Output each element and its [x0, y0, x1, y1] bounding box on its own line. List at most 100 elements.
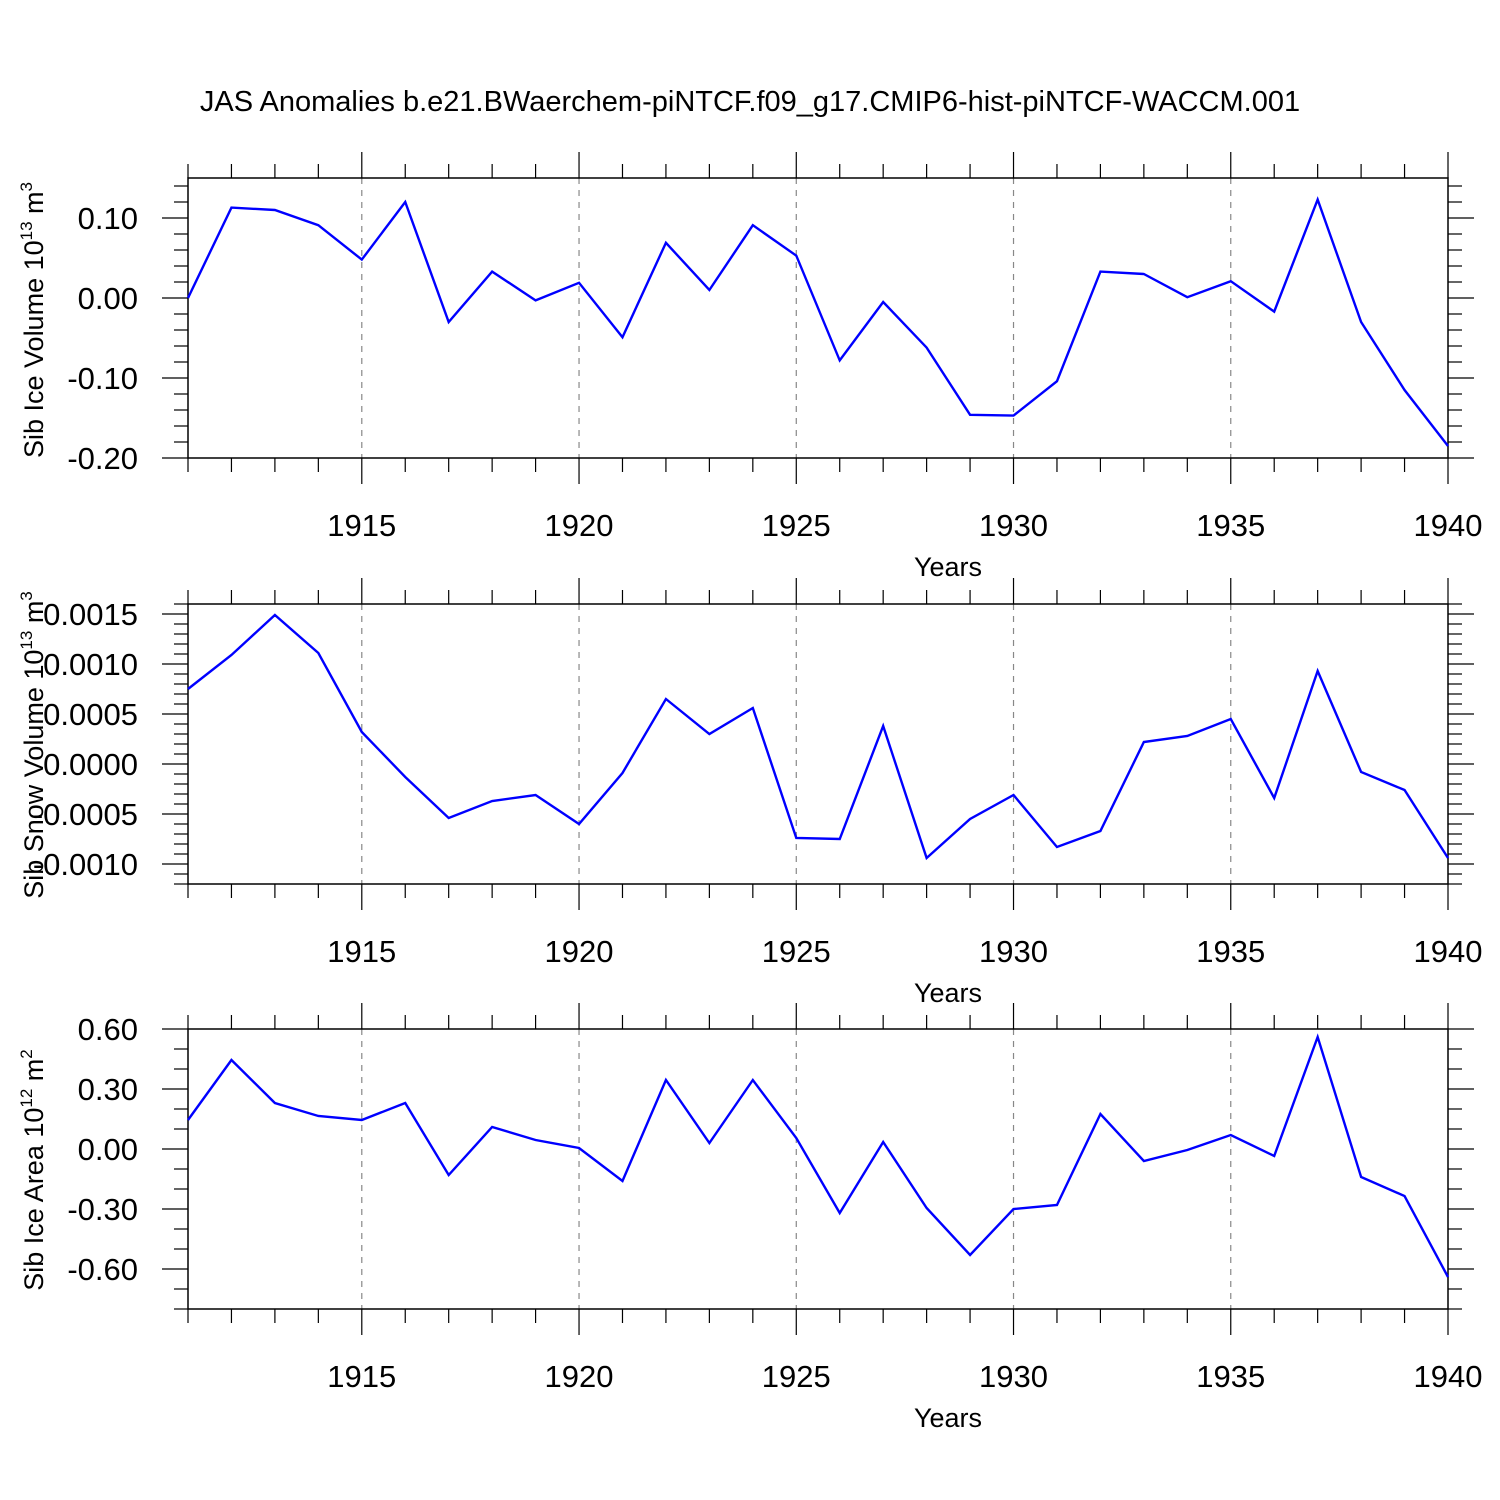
data-point: [1098, 829, 1102, 833]
data-point: [360, 258, 364, 262]
data-point: [447, 816, 451, 820]
x-tick-label: 1935: [1196, 1359, 1265, 1394]
data-point: [1142, 740, 1146, 744]
data-point: [316, 651, 320, 655]
y-tick-label: 0.0005: [43, 697, 138, 732]
data-point: [186, 687, 190, 691]
data-point: [1229, 1133, 1233, 1137]
series-line: [187, 1033, 1450, 1278]
data-point: [1446, 1275, 1450, 1279]
data-point: [1359, 1175, 1363, 1179]
data-point: [968, 1253, 972, 1257]
data-point: [534, 1138, 538, 1142]
data-point: [1229, 717, 1233, 721]
data-point: [968, 413, 972, 417]
x-tick-label: 1920: [545, 934, 614, 969]
y-tick-label: -0.10: [67, 361, 138, 396]
data-point: [1012, 414, 1016, 418]
data-point: [751, 1078, 755, 1082]
x-tick-label: 1915: [327, 1359, 396, 1394]
data-point: [1403, 1194, 1407, 1198]
y-tick-label: 0.00: [78, 1132, 138, 1167]
x-tick-label: 1920: [545, 508, 614, 543]
data-point: [664, 1078, 668, 1082]
data-point: [664, 697, 668, 701]
data-point: [751, 706, 755, 710]
x-axis-label: Years: [914, 978, 982, 1008]
chart-panel-3: -0.60 -0.30 0.00 0.30 0.60 1915 1920 1925 1930 19…: [17, 1003, 1482, 1433]
data-point: [1098, 270, 1102, 274]
data-point: [273, 613, 277, 617]
x-axis-label: Years: [914, 552, 982, 582]
x-axis-label: Years: [914, 1403, 982, 1433]
data-point: [925, 856, 929, 860]
data-point: [1446, 856, 1450, 860]
chart-title: JAS Anomalies b.e21.BWaerchem-piNTCF.f09…: [199, 86, 1301, 118]
chart-panel-2: -0.0010 -0.0005 0.0000 0.0005 0.0010 0.0015 19…: [17, 578, 1482, 1008]
data-point: [968, 817, 972, 821]
x-tick-label: 1925: [762, 1359, 831, 1394]
data-point: [403, 1101, 407, 1105]
y-tick-label: -0.20: [67, 441, 138, 476]
data-point: [1316, 669, 1320, 673]
data-point: [925, 346, 929, 350]
data-point: [620, 335, 624, 339]
data-point: [794, 836, 798, 840]
data-point: [1142, 272, 1146, 276]
data-point: [707, 1141, 711, 1145]
data-point: [881, 1140, 885, 1144]
data-point: [577, 1146, 581, 1150]
data-point: [1055, 379, 1059, 383]
data-point: [229, 653, 233, 657]
data-point: [925, 1206, 929, 1210]
data-point: [620, 771, 624, 775]
data-point: [1272, 796, 1276, 800]
data-point: [534, 298, 538, 302]
data-point: [1359, 770, 1363, 774]
data-point: [1055, 1203, 1059, 1207]
data-point: [794, 1136, 798, 1140]
data-point: [316, 1114, 320, 1118]
x-tick-label: 1915: [327, 508, 396, 543]
x-tick-label: 1920: [545, 1359, 614, 1394]
data-point: [360, 1118, 364, 1122]
data-point: [403, 200, 407, 204]
data-point: [229, 206, 233, 210]
x-tick-label: 1940: [1414, 934, 1483, 969]
data-point: [664, 241, 668, 245]
data-point: [577, 281, 581, 285]
x-tick-label: 1915: [327, 934, 396, 969]
data-point: [707, 288, 711, 292]
data-point: [186, 1118, 190, 1122]
y-tick-label: -0.60: [67, 1252, 138, 1287]
y-tick-label: 0.10: [78, 201, 138, 236]
chart-panel-1: -0.20 -0.10 0.00 0.10 1915 1920 1925 1930 1935 19…: [17, 152, 1482, 582]
data-point: [1446, 444, 1450, 448]
data-point: [273, 1101, 277, 1105]
x-tick-label: 1925: [762, 508, 831, 543]
y-tick-label: 0.30: [78, 1072, 138, 1107]
x-tick-label: 1935: [1196, 508, 1265, 543]
data-point: [1142, 1159, 1146, 1163]
data-point: [490, 799, 494, 803]
data-point: [838, 837, 842, 841]
y-tick-label: 0.0015: [43, 597, 138, 632]
data-point: [447, 1173, 451, 1177]
y-tick-label: 0.0010: [43, 647, 138, 682]
data-point: [1055, 845, 1059, 849]
data-point: [838, 358, 842, 362]
data-point: [838, 1211, 842, 1215]
data-point: [316, 223, 320, 227]
data-point: [1316, 1035, 1320, 1039]
y-axis-label: Sib Snow Volume 1013 m3: [17, 591, 49, 899]
x-tick-label: 1930: [979, 1359, 1048, 1394]
y-axis-label: Sib Ice Volume 1013 m3: [17, 182, 49, 458]
plot-frame: [187, 177, 1449, 459]
data-point: [1272, 1154, 1276, 1158]
data-point: [186, 296, 190, 300]
y-tick-label: -0.30: [67, 1192, 138, 1227]
data-point: [1403, 788, 1407, 792]
y-axis-label: Sib Ice Area 1012 m2: [17, 1049, 49, 1291]
data-point: [1185, 734, 1189, 738]
